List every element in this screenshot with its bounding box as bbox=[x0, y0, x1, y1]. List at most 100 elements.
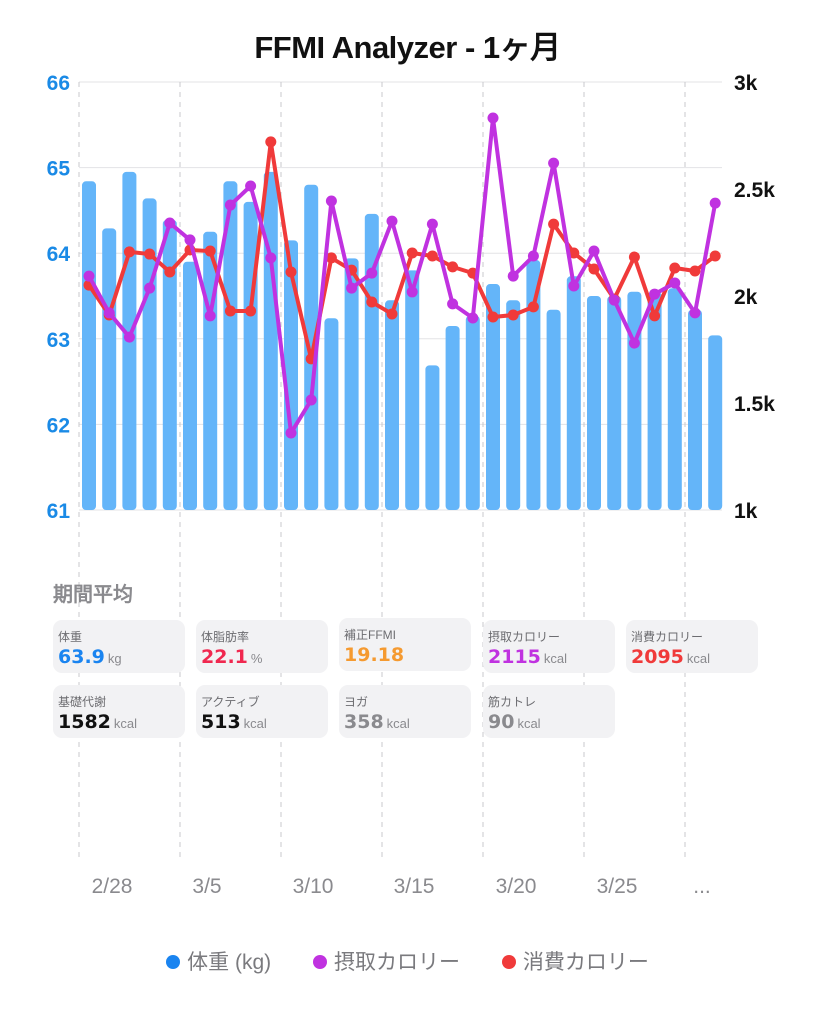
weight-bar bbox=[405, 270, 420, 510]
left-axis-tick-label: 62 bbox=[47, 414, 70, 437]
data-point bbox=[588, 263, 600, 275]
weight-bar bbox=[183, 261, 197, 510]
data-point bbox=[568, 280, 580, 292]
right-axis-ticks: 1k 1.5k 2k 2.5k 3k bbox=[734, 72, 775, 523]
weight-bar bbox=[667, 288, 682, 510]
data-point bbox=[386, 308, 398, 320]
card-label: 基礎代謝 bbox=[58, 695, 107, 709]
weight-bar bbox=[263, 171, 278, 510]
data-point bbox=[669, 262, 681, 274]
card-value: 2115 bbox=[488, 646, 541, 668]
card-unit: % bbox=[250, 651, 263, 666]
weight-bar bbox=[546, 309, 561, 510]
left-axis-tick-label: 64 bbox=[47, 243, 71, 266]
data-point bbox=[507, 270, 519, 282]
data-point bbox=[204, 245, 216, 257]
data-point bbox=[123, 331, 135, 343]
data-point bbox=[527, 250, 539, 262]
card-value: 22.1 bbox=[201, 646, 248, 668]
chart-canvas: 61 62 63 64 65 66 1k 1.5k 2k 2.5k 3k 2/28 3/5 3/10 3… bbox=[47, 72, 776, 898]
weight-bar bbox=[445, 325, 460, 510]
card-value: 90 bbox=[488, 711, 515, 733]
summary-card: 消費カロリー 2095 kcal bbox=[626, 620, 758, 673]
data-point bbox=[709, 250, 721, 262]
weight-bar bbox=[82, 181, 96, 510]
summary-card: 基礎代謝 1582 kcal bbox=[53, 685, 185, 738]
legend-item-intake[interactable]: 摂取カロリー bbox=[313, 946, 460, 976]
summary-title: 期間平均 bbox=[53, 584, 133, 606]
right-axis-tick-label: 1k bbox=[734, 500, 758, 523]
data-point bbox=[548, 157, 560, 169]
data-point bbox=[467, 312, 479, 324]
chart-title: FFMI Analyzer - 1ヶ月 bbox=[254, 30, 561, 65]
weight-bar bbox=[385, 300, 399, 510]
data-point bbox=[164, 217, 176, 229]
weight-bar bbox=[526, 260, 541, 510]
summary-card: 体脂肪率 22.1% bbox=[196, 620, 328, 673]
card-unit: kcal bbox=[543, 651, 568, 666]
data-point bbox=[285, 266, 297, 278]
data-point bbox=[366, 296, 378, 308]
card-label: 筋カトレ bbox=[488, 695, 537, 709]
legend-dot-icon bbox=[166, 955, 181, 969]
weight-bar bbox=[607, 296, 622, 510]
card-label: ヨガ bbox=[344, 695, 369, 709]
left-axis-tick-label: 65 bbox=[47, 158, 71, 181]
data-point bbox=[689, 307, 701, 319]
legend-item-burned[interactable]: 消費カロリー bbox=[501, 946, 649, 976]
right-axis-tick-label: 2.5k bbox=[734, 179, 775, 202]
card-label: アクティブ bbox=[201, 695, 260, 709]
weight-bar bbox=[102, 228, 117, 510]
right-axis-tick-label: 3k bbox=[734, 72, 758, 95]
data-point bbox=[649, 310, 661, 322]
card-unit: kcal bbox=[113, 716, 138, 731]
data-point bbox=[447, 298, 459, 310]
data-point bbox=[265, 252, 277, 264]
data-point bbox=[487, 112, 499, 124]
data-point bbox=[83, 270, 95, 282]
weight-bar bbox=[486, 284, 500, 510]
summary-card: 筋カトレ 90 kcal bbox=[483, 685, 615, 738]
data-point bbox=[265, 136, 277, 148]
card-value: 358 bbox=[344, 711, 384, 733]
data-point bbox=[649, 288, 661, 300]
x-axis-ticks: 2/28 3/5 3/10 3/15 3/20 3/25... bbox=[92, 875, 711, 898]
weight-bars bbox=[82, 171, 723, 511]
weight-bar bbox=[688, 309, 702, 510]
weight-bar bbox=[506, 300, 521, 510]
data-point bbox=[325, 195, 337, 207]
summary-card: アクティブ 513 kcal bbox=[196, 685, 328, 738]
data-point bbox=[426, 218, 438, 230]
data-point bbox=[548, 218, 560, 230]
weight-bar bbox=[647, 291, 662, 510]
calorie-lines bbox=[83, 112, 721, 439]
card-value: 513 bbox=[201, 711, 241, 733]
data-point bbox=[224, 199, 236, 211]
data-point bbox=[224, 305, 236, 317]
legend-label: 体重 (kg) bbox=[187, 951, 272, 974]
summary-card: 体重 63.9 kg bbox=[53, 620, 185, 673]
weight-bar bbox=[284, 240, 298, 511]
card-label: 体重 bbox=[58, 630, 83, 644]
x-axis-tick-label: 3/25 bbox=[597, 875, 638, 898]
data-point bbox=[669, 277, 681, 289]
weight-bar bbox=[708, 335, 723, 510]
legend-dot-icon bbox=[313, 955, 327, 969]
legend-label: 消費カロリー bbox=[522, 951, 649, 974]
card-value: 19.18 bbox=[344, 644, 405, 666]
weight-bar bbox=[587, 296, 601, 510]
weight-bar bbox=[324, 318, 339, 510]
data-point bbox=[285, 427, 297, 439]
legend-item-weight[interactable]: 体重 (kg) bbox=[166, 946, 271, 976]
data-point bbox=[204, 310, 216, 322]
data-point bbox=[588, 245, 600, 257]
left-axis-tick-label: 61 bbox=[47, 500, 71, 523]
weight-bar bbox=[223, 181, 238, 510]
data-point bbox=[386, 215, 398, 227]
data-point bbox=[406, 247, 418, 259]
card-label: 補正FFMI bbox=[344, 628, 396, 642]
data-point bbox=[568, 247, 580, 259]
data-point bbox=[164, 266, 176, 278]
data-point bbox=[406, 286, 418, 298]
legend: 体重 (kg) 摂取カロリー 消費カロリー bbox=[0, 946, 815, 976]
